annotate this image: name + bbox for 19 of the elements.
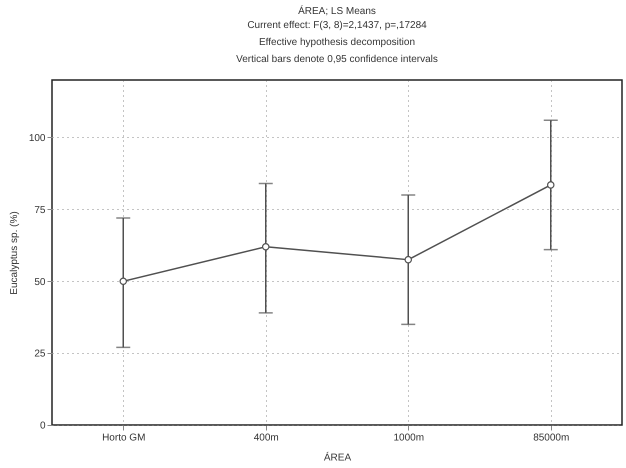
x-axis-title: ÁREA	[324, 452, 352, 464]
y-tick-label: 50	[34, 276, 46, 288]
text: Vertical bars denote 0,95 confidence intervals	[236, 54, 438, 65]
point	[404, 256, 412, 264]
x-tick-label: Horto GM	[102, 432, 146, 444]
y-axis-title: Eucalyptus sp. (%)	[8, 211, 20, 295]
point	[119, 277, 128, 286]
chart-subtitle: Current effect: F(3, 8)=2,1437, p=,17284	[247, 20, 428, 31]
y-tick-label: 25	[34, 348, 46, 360]
point	[262, 242, 270, 251]
chart-title: ÁREA; LS Means	[298, 5, 376, 17]
point	[546, 181, 555, 189]
text: Effective hypothesis decomposition	[258, 37, 416, 48]
x-tick-label: 1000m	[393, 432, 424, 444]
y-tick-label: 0	[40, 420, 46, 432]
x-tick-label: 85000m	[533, 432, 570, 444]
x-tick-label: 400m	[254, 432, 279, 444]
y-tick-label: 100	[28, 133, 46, 144]
y-tick-label: 75	[34, 204, 46, 216]
